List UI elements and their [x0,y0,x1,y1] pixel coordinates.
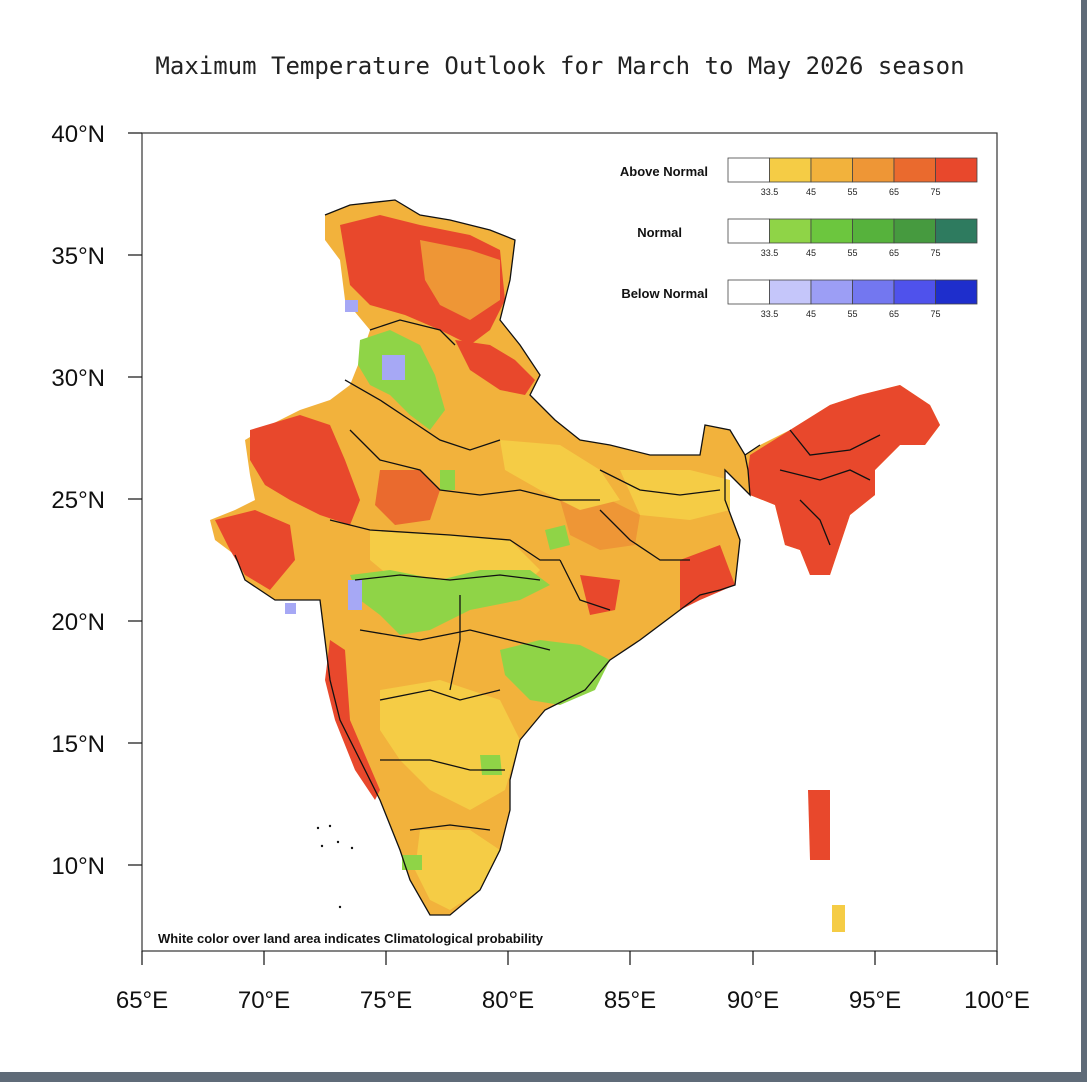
northeast-india-region [748,385,940,575]
central-high-patch-2 [560,500,640,550]
climatology-note: White color over land area indicates Cli… [158,931,544,946]
odisha-high-patch [580,575,620,615]
legend-tick-label: 55 [847,187,857,197]
legend-normal-title: Normal [637,225,682,240]
legend-color-cell [810,218,853,244]
x-tick-label: 65°E [116,987,168,1014]
legend-tick-label: 55 [847,248,857,258]
y-axis [128,132,142,866]
legend-color-cell [852,157,895,183]
legend-normal-bar: 33.5 45 55 65 75 [727,218,978,258]
y-tick-label: 40°N [51,121,105,148]
legend-color-cell [727,218,770,244]
legend-above-normal-bar: 33.5 45 55 65 75 [727,157,978,197]
legend-color-cell [893,157,936,183]
gujarat-below-patch [348,580,362,610]
lakshadweep-islands [316,824,354,909]
legend-color-cell [769,279,812,305]
south-normal-patch [402,855,422,870]
legend-tick-label: 45 [806,309,816,319]
legend-above-normal-title: Above Normal [620,164,708,179]
x-tick-label: 85°E [604,987,656,1014]
kashmir-below-patch [345,300,358,312]
legend-tick-label: 45 [806,248,816,258]
legend-color-cell [810,157,853,183]
legend-color-cell [935,218,978,244]
legend: Above Normal 33.5 45 55 65 75 Normal 33.5 45 5… [620,157,978,319]
y-tick-label: 20°N [51,609,105,636]
tamilnadu-normal-patch [480,755,502,775]
legend-tick-label: 33.5 [761,187,779,197]
rajasthan-high-patch [250,415,360,525]
x-tick-label: 80°E [482,987,534,1014]
central-high-patch-1 [375,470,440,525]
legend-tick-label: 75 [930,187,940,197]
east-normal-patch [545,525,570,550]
coast-below-patch [285,603,296,614]
legend-tick-label: 33.5 [761,248,779,258]
y-tick-label: 15°N [51,731,105,758]
legend-tick-label: 33.5 [761,309,779,319]
legend-tick-label: 75 [930,248,940,258]
telangana-normal-patch [500,640,610,705]
legend-color-cell [852,279,895,305]
maharashtra-normal-patch [350,570,550,635]
legend-color-cell [893,218,936,244]
legend-color-cell [727,157,770,183]
map-title: Maximum Temperature Outlook for March to… [155,52,965,80]
legend-tick-label: 75 [930,309,940,319]
x-tick-label: 100°E [964,987,1030,1014]
punjab-below-patch [382,355,405,380]
x-axis [141,951,998,965]
window-frame-right [1081,0,1087,1082]
west-coast-high-patch [325,640,380,800]
legend-color-cell [769,218,812,244]
legend-color-cell [852,218,895,244]
legend-tick-label: 65 [889,187,899,197]
legend-color-cell [769,157,812,183]
x-tick-label: 90°E [727,987,779,1014]
legend-color-cell [727,279,770,305]
south-tip-light-patch [415,830,500,910]
y-tick-label: 35°N [51,243,105,270]
y-tick-label: 30°N [51,365,105,392]
state-boundaries [234,199,881,916]
uttarakhand-high-patch [455,340,535,395]
legend-below-normal-bar: 33.5 45 55 65 75 [727,279,978,319]
legend-tick-label: 45 [806,187,816,197]
deccan-light-patch [380,680,520,810]
legend-color-cell [935,279,978,305]
legend-tick-label: 65 [889,248,899,258]
x-tick-label: 75°E [360,987,412,1014]
bihar-normal-patch [440,470,455,490]
legend-tick-label: 65 [889,309,899,319]
andaman-islands-high-patch [808,790,830,860]
west-bengal-high-patch [680,545,735,610]
nicobar-islands-patch [832,905,845,932]
gujarat-high-patch [215,510,295,590]
x-tick-label: 70°E [238,987,290,1014]
gangetic-light-patch [500,440,620,510]
legend-tick-label: 55 [847,309,857,319]
legend-color-cell [893,279,936,305]
x-tick-label: 95°E [849,987,901,1014]
legend-color-cell [935,157,978,183]
legend-color-cell [810,279,853,305]
y-tick-label: 25°N [51,487,105,514]
window-frame-bottom [0,1072,1087,1082]
y-tick-label: 10°N [51,853,105,880]
legend-below-normal-title: Below Normal [621,286,708,301]
ladakh-high-patch [420,240,500,320]
